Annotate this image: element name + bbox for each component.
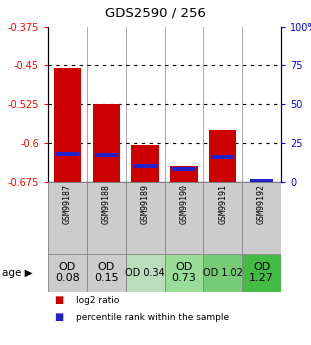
Bar: [242, 27, 281, 181]
Text: OD
0.08: OD 0.08: [55, 262, 80, 283]
Text: GSM99192: GSM99192: [257, 184, 266, 224]
Bar: [93, 104, 120, 181]
Bar: [203, 27, 242, 181]
Bar: [203, 254, 242, 292]
Bar: [132, 145, 159, 181]
Bar: [87, 181, 126, 254]
Text: ■: ■: [54, 295, 63, 305]
Bar: [126, 27, 165, 181]
Bar: [56, 151, 79, 156]
Text: OD
0.73: OD 0.73: [172, 262, 196, 283]
Bar: [250, 179, 273, 184]
Bar: [172, 167, 196, 171]
Text: GSM99190: GSM99190: [179, 184, 188, 224]
Bar: [165, 27, 203, 181]
Bar: [242, 181, 281, 254]
Bar: [170, 166, 197, 181]
Bar: [211, 155, 234, 159]
Bar: [209, 130, 236, 181]
Bar: [165, 181, 203, 254]
Bar: [126, 181, 165, 254]
Bar: [126, 254, 165, 292]
Text: GSM99191: GSM99191: [218, 184, 227, 224]
Text: GDS2590 / 256: GDS2590 / 256: [105, 7, 206, 20]
Text: age ▶: age ▶: [2, 268, 33, 277]
Bar: [87, 27, 126, 181]
Bar: [48, 181, 87, 254]
Text: GSM99189: GSM99189: [141, 184, 150, 224]
Text: GSM99187: GSM99187: [63, 184, 72, 224]
Text: OD
0.15: OD 0.15: [94, 262, 118, 283]
Bar: [95, 153, 118, 157]
Bar: [54, 68, 81, 181]
Text: OD 1.02: OD 1.02: [203, 268, 243, 277]
Text: OD
1.27: OD 1.27: [249, 262, 274, 283]
Text: percentile rank within the sample: percentile rank within the sample: [76, 313, 229, 322]
Bar: [48, 27, 87, 181]
Bar: [203, 181, 242, 254]
Text: GSM99188: GSM99188: [102, 184, 111, 224]
Text: OD 0.34: OD 0.34: [125, 268, 165, 277]
Bar: [165, 254, 203, 292]
Bar: [242, 254, 281, 292]
Text: log2 ratio: log2 ratio: [76, 296, 119, 305]
Bar: [87, 254, 126, 292]
Text: ■: ■: [54, 313, 63, 323]
Bar: [48, 254, 87, 292]
Bar: [133, 164, 157, 168]
